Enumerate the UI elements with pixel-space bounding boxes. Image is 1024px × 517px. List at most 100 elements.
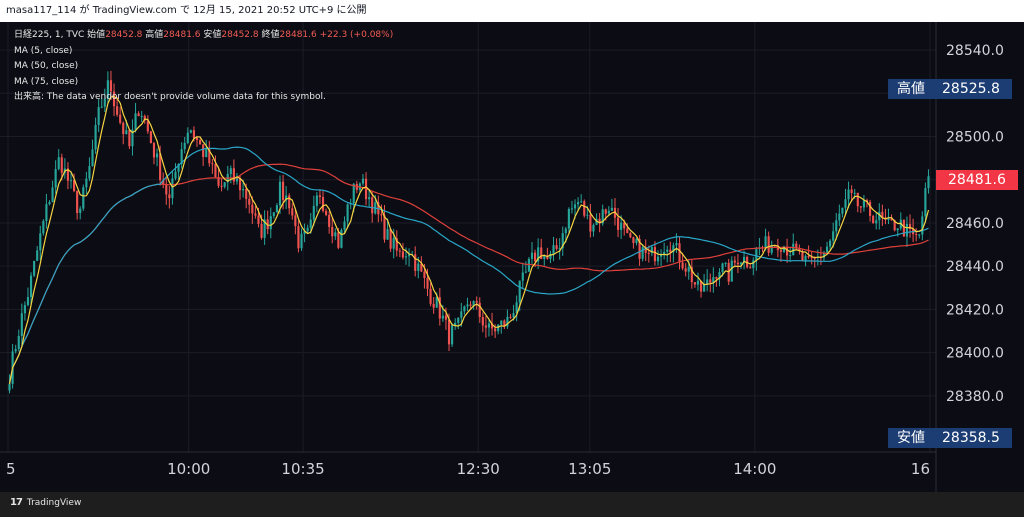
candle-body: [361, 178, 365, 184]
candle-body: [315, 195, 318, 206]
tradingview-brand: TradingView: [26, 497, 82, 508]
candle-body: [447, 319, 451, 345]
candle-body: [752, 260, 755, 269]
candle-body: [918, 234, 921, 236]
candle-body: [767, 236, 770, 253]
candle-body: [386, 229, 389, 240]
candle-body: [481, 317, 484, 326]
ma50-legend[interactable]: MA (50, close): [14, 61, 79, 71]
candle-body: [285, 195, 288, 201]
candle-body: [915, 234, 918, 236]
candle-body: [106, 80, 109, 99]
tradingview-logo[interactable]: 17 TradingView: [10, 497, 81, 508]
candle-body: [140, 115, 143, 117]
candle-body: [696, 280, 700, 285]
low-badge: 安値 28358.5: [888, 428, 1012, 448]
candle-body: [125, 130, 128, 135]
candle-body: [29, 275, 33, 298]
candle-body: [272, 212, 275, 217]
candle-body: [635, 238, 638, 244]
candle-body: [647, 252, 650, 254]
candle-body: [109, 80, 113, 92]
candle-body: [291, 208, 294, 216]
candle-body: [742, 256, 746, 263]
candle-body: [192, 130, 196, 138]
candle-body: [779, 250, 783, 252]
candle-body: [500, 320, 503, 325]
x-tick-label: 12:30: [457, 460, 500, 478]
candle-body: [162, 180, 165, 185]
candle-body: [42, 220, 45, 234]
candle-body: [666, 249, 669, 252]
candle-body: [211, 163, 214, 165]
candle-body: [343, 221, 346, 230]
candle-body: [736, 262, 739, 265]
candle-body: [534, 252, 537, 262]
candle-body: [641, 247, 644, 259]
candle-body: [721, 263, 724, 273]
candle-body: [724, 262, 727, 264]
candle-body: [143, 115, 146, 121]
candle-body: [850, 189, 853, 193]
low-label: 安値: [203, 30, 222, 40]
candle-body: [214, 164, 217, 178]
moving-averages: [8, 95, 930, 385]
candle-body: [48, 202, 51, 205]
candle-body: [712, 277, 715, 283]
chart-area[interactable]: 28540.028520.028500.028480.028460.028440…: [0, 22, 1024, 492]
candle-body: [730, 260, 733, 282]
candle-body: [924, 188, 927, 217]
candle-body: [530, 252, 534, 259]
candle-body: [782, 246, 786, 252]
candle-body: [392, 238, 395, 249]
candle-body: [887, 218, 890, 220]
candle-body: [100, 106, 103, 108]
symbol-label[interactable]: 日経225, 1, TVC: [14, 30, 85, 40]
candle-body: [567, 208, 570, 229]
candle-body: [444, 315, 448, 320]
candle-body: [159, 153, 162, 181]
candle-body: [856, 192, 859, 207]
x-tick-label: 13:05: [568, 460, 611, 478]
grid-lines: [0, 22, 936, 452]
candle-body: [119, 114, 122, 123]
candle-body: [862, 200, 865, 208]
candle-body: [321, 197, 325, 211]
low-badge-label: 安値: [888, 428, 934, 448]
ma75-line: [8, 163, 929, 385]
candle-body: [346, 204, 349, 222]
candle-body: [33, 260, 36, 276]
candle-body: [497, 324, 500, 332]
candle-body: [573, 204, 577, 209]
candle-body: [638, 238, 641, 259]
candle-body: [217, 177, 220, 186]
candle-body: [678, 243, 681, 263]
candle-body: [79, 208, 82, 214]
candle-body: [128, 130, 131, 147]
candle-body: [26, 297, 30, 306]
candle-body: [810, 257, 813, 259]
ma75-legend[interactable]: MA (75, close): [14, 76, 79, 87]
y-tick-label: 28420.0: [946, 302, 1004, 318]
candle-body: [537, 247, 540, 262]
candle-body: [890, 218, 893, 221]
candle-body: [494, 328, 497, 332]
candle-body: [103, 98, 106, 107]
candle-body: [764, 236, 767, 248]
candle-body: [97, 107, 100, 126]
candle-body: [610, 207, 613, 211]
candle-body: [39, 233, 42, 251]
candle-body: [383, 215, 386, 240]
candle-body: [653, 247, 657, 262]
candle-body: [598, 218, 601, 224]
candle-body: [490, 323, 494, 329]
candle-body: [893, 220, 896, 231]
candle-body: [478, 302, 481, 318]
candle-body: [632, 237, 635, 244]
candle-body: [266, 219, 269, 230]
candle-body: [183, 142, 186, 150]
ma5-legend[interactable]: MA (5, close): [14, 45, 73, 56]
candle-body: [881, 211, 884, 218]
candle-body: [245, 189, 248, 199]
candle-body: [822, 252, 826, 258]
